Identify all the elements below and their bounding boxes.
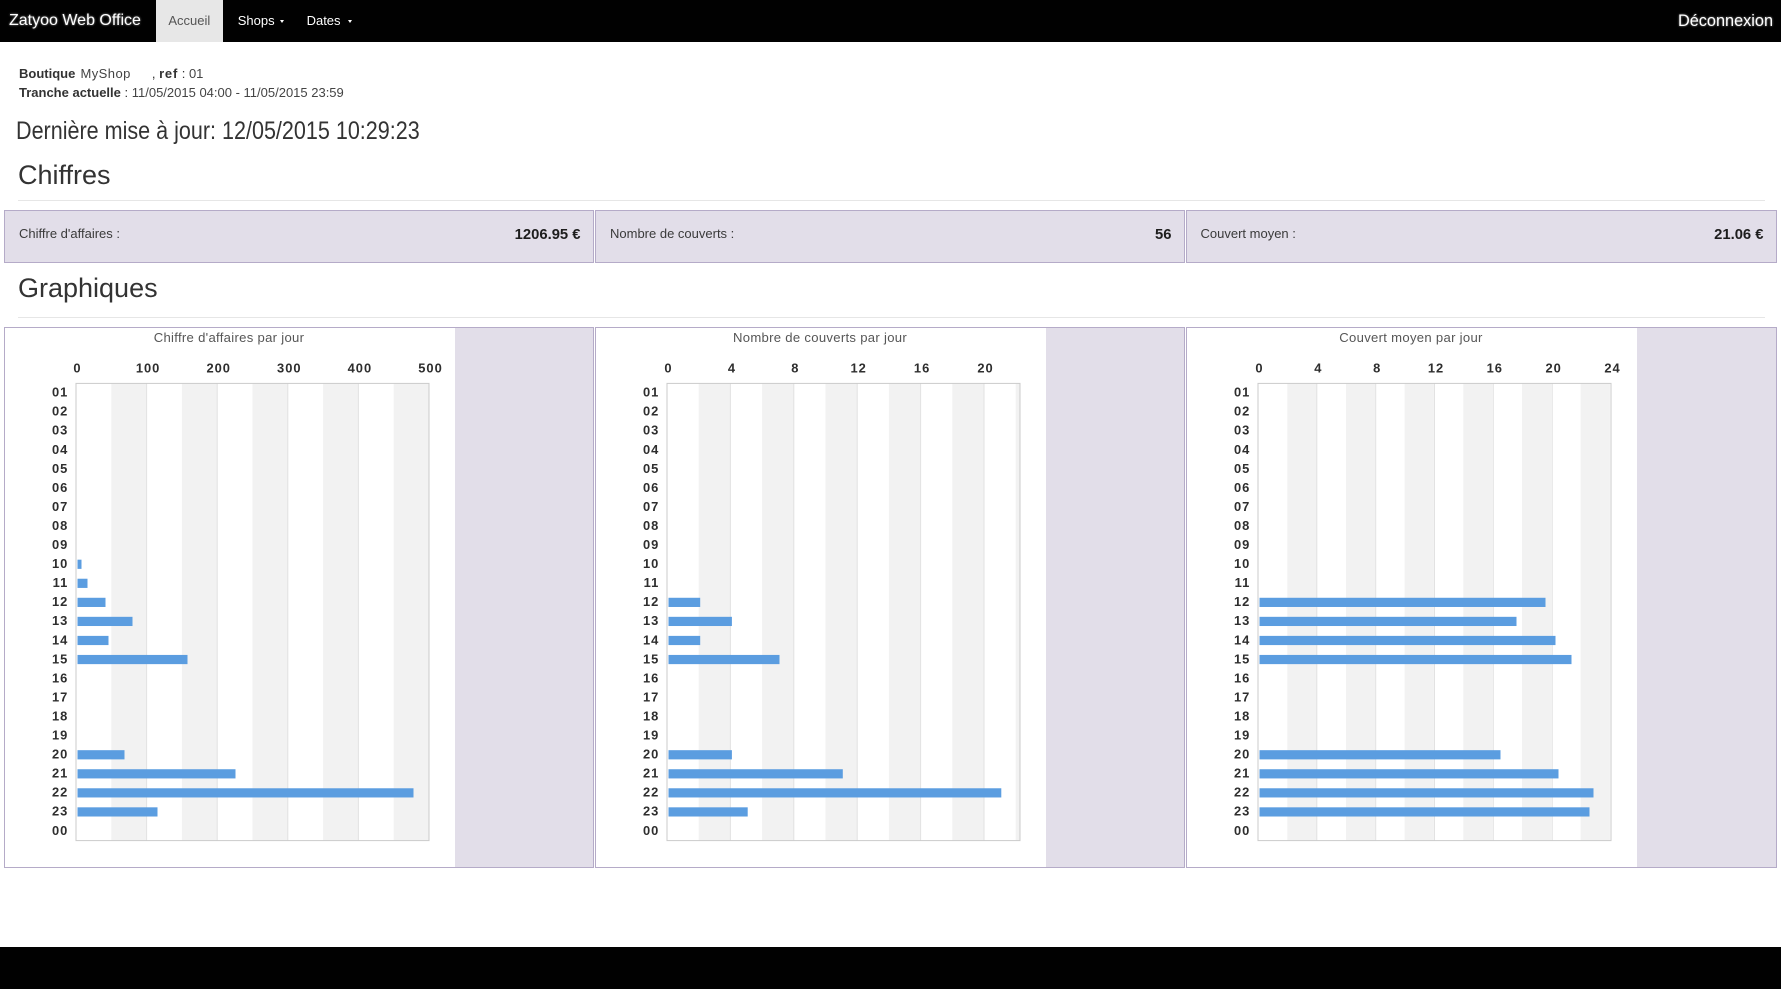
svg-text:23: 23 xyxy=(643,804,659,819)
svg-text:11: 11 xyxy=(1234,575,1250,590)
svg-text:03: 03 xyxy=(643,423,659,438)
svg-text:8: 8 xyxy=(791,360,799,375)
svg-text:12: 12 xyxy=(1233,594,1249,609)
svg-text:19: 19 xyxy=(643,728,659,743)
svg-text:0: 0 xyxy=(664,360,672,375)
svg-text:16: 16 xyxy=(914,360,930,375)
svg-text:01: 01 xyxy=(1233,385,1249,400)
svg-text:06: 06 xyxy=(52,480,68,495)
svg-text:22: 22 xyxy=(52,785,68,800)
svg-text:18: 18 xyxy=(643,709,659,724)
svg-text:10: 10 xyxy=(643,556,659,571)
svg-text:16: 16 xyxy=(1233,670,1249,685)
svg-text:02: 02 xyxy=(643,404,659,419)
svg-text:10: 10 xyxy=(52,556,68,571)
svg-text:200: 200 xyxy=(206,360,231,375)
svg-text:20: 20 xyxy=(643,747,659,762)
svg-text:12: 12 xyxy=(1427,360,1443,375)
svg-text:100: 100 xyxy=(136,360,161,375)
svg-text:06: 06 xyxy=(643,480,659,495)
svg-text:00: 00 xyxy=(1233,823,1249,838)
svg-text:08: 08 xyxy=(52,518,68,533)
svg-text:12: 12 xyxy=(643,594,659,609)
svg-text:14: 14 xyxy=(1233,632,1249,647)
svg-text:14: 14 xyxy=(643,632,659,647)
svg-text:20: 20 xyxy=(1233,747,1249,762)
svg-text:300: 300 xyxy=(277,360,302,375)
svg-text:18: 18 xyxy=(1233,709,1249,724)
svg-text:23: 23 xyxy=(52,804,68,819)
svg-text:17: 17 xyxy=(1233,689,1249,704)
svg-text:13: 13 xyxy=(643,613,659,628)
svg-text:04: 04 xyxy=(643,442,659,457)
svg-text:4: 4 xyxy=(1314,360,1322,375)
svg-text:21: 21 xyxy=(52,766,68,781)
svg-text:09: 09 xyxy=(52,537,68,552)
svg-text:Nombre de couverts par jour: Nombre de couverts par jour xyxy=(733,330,907,345)
svg-text:19: 19 xyxy=(1233,728,1249,743)
svg-text:17: 17 xyxy=(643,689,659,704)
svg-text:22: 22 xyxy=(643,785,659,800)
svg-text:20: 20 xyxy=(1545,360,1561,375)
svg-text:12: 12 xyxy=(851,360,867,375)
svg-text:19: 19 xyxy=(52,728,68,743)
svg-text:17: 17 xyxy=(52,689,68,704)
svg-text:21: 21 xyxy=(643,766,659,781)
svg-text:07: 07 xyxy=(643,499,659,514)
svg-text:16: 16 xyxy=(643,670,659,685)
svg-text:20: 20 xyxy=(52,747,68,762)
svg-text:01: 01 xyxy=(643,385,659,400)
svg-text:20: 20 xyxy=(977,360,993,375)
svg-text:21: 21 xyxy=(1233,766,1249,781)
svg-text:18: 18 xyxy=(52,709,68,724)
svg-text:03: 03 xyxy=(1233,423,1249,438)
svg-text:02: 02 xyxy=(1233,404,1249,419)
svg-text:15: 15 xyxy=(643,651,659,666)
svg-text:23: 23 xyxy=(1233,804,1249,819)
svg-text:0: 0 xyxy=(73,360,81,375)
svg-text:13: 13 xyxy=(1233,613,1249,628)
svg-text:05: 05 xyxy=(643,461,659,476)
svg-text:Chiffre d'affaires par jour: Chiffre d'affaires par jour xyxy=(154,330,305,345)
svg-text:500: 500 xyxy=(418,360,443,375)
svg-text:02: 02 xyxy=(52,404,68,419)
svg-text:15: 15 xyxy=(52,651,68,666)
svg-text:08: 08 xyxy=(643,518,659,533)
svg-text:06: 06 xyxy=(1233,480,1249,495)
svg-text:04: 04 xyxy=(52,442,68,457)
svg-text:00: 00 xyxy=(52,823,68,838)
svg-text:07: 07 xyxy=(52,499,68,514)
svg-text:4: 4 xyxy=(728,360,736,375)
svg-text:14: 14 xyxy=(52,632,68,647)
svg-text:12: 12 xyxy=(52,594,68,609)
svg-text:Couvert moyen par jour: Couvert moyen par jour xyxy=(1339,330,1483,345)
svg-text:16: 16 xyxy=(1486,360,1502,375)
svg-text:11: 11 xyxy=(644,575,660,590)
svg-text:400: 400 xyxy=(348,360,373,375)
svg-text:03: 03 xyxy=(52,423,68,438)
svg-text:08: 08 xyxy=(1233,518,1249,533)
svg-text:09: 09 xyxy=(1233,537,1249,552)
svg-text:8: 8 xyxy=(1373,360,1381,375)
svg-text:01: 01 xyxy=(52,385,68,400)
svg-text:16: 16 xyxy=(52,670,68,685)
svg-text:10: 10 xyxy=(1233,556,1249,571)
svg-text:0: 0 xyxy=(1255,360,1263,375)
svg-text:22: 22 xyxy=(1233,785,1249,800)
svg-text:00: 00 xyxy=(643,823,659,838)
svg-text:13: 13 xyxy=(52,613,68,628)
svg-text:11: 11 xyxy=(53,575,69,590)
svg-text:05: 05 xyxy=(52,461,68,476)
svg-text:09: 09 xyxy=(643,537,659,552)
svg-text:04: 04 xyxy=(1233,442,1249,457)
svg-text:07: 07 xyxy=(1233,499,1249,514)
svg-text:15: 15 xyxy=(1233,651,1249,666)
svg-text:05: 05 xyxy=(1233,461,1249,476)
svg-text:24: 24 xyxy=(1604,360,1620,375)
